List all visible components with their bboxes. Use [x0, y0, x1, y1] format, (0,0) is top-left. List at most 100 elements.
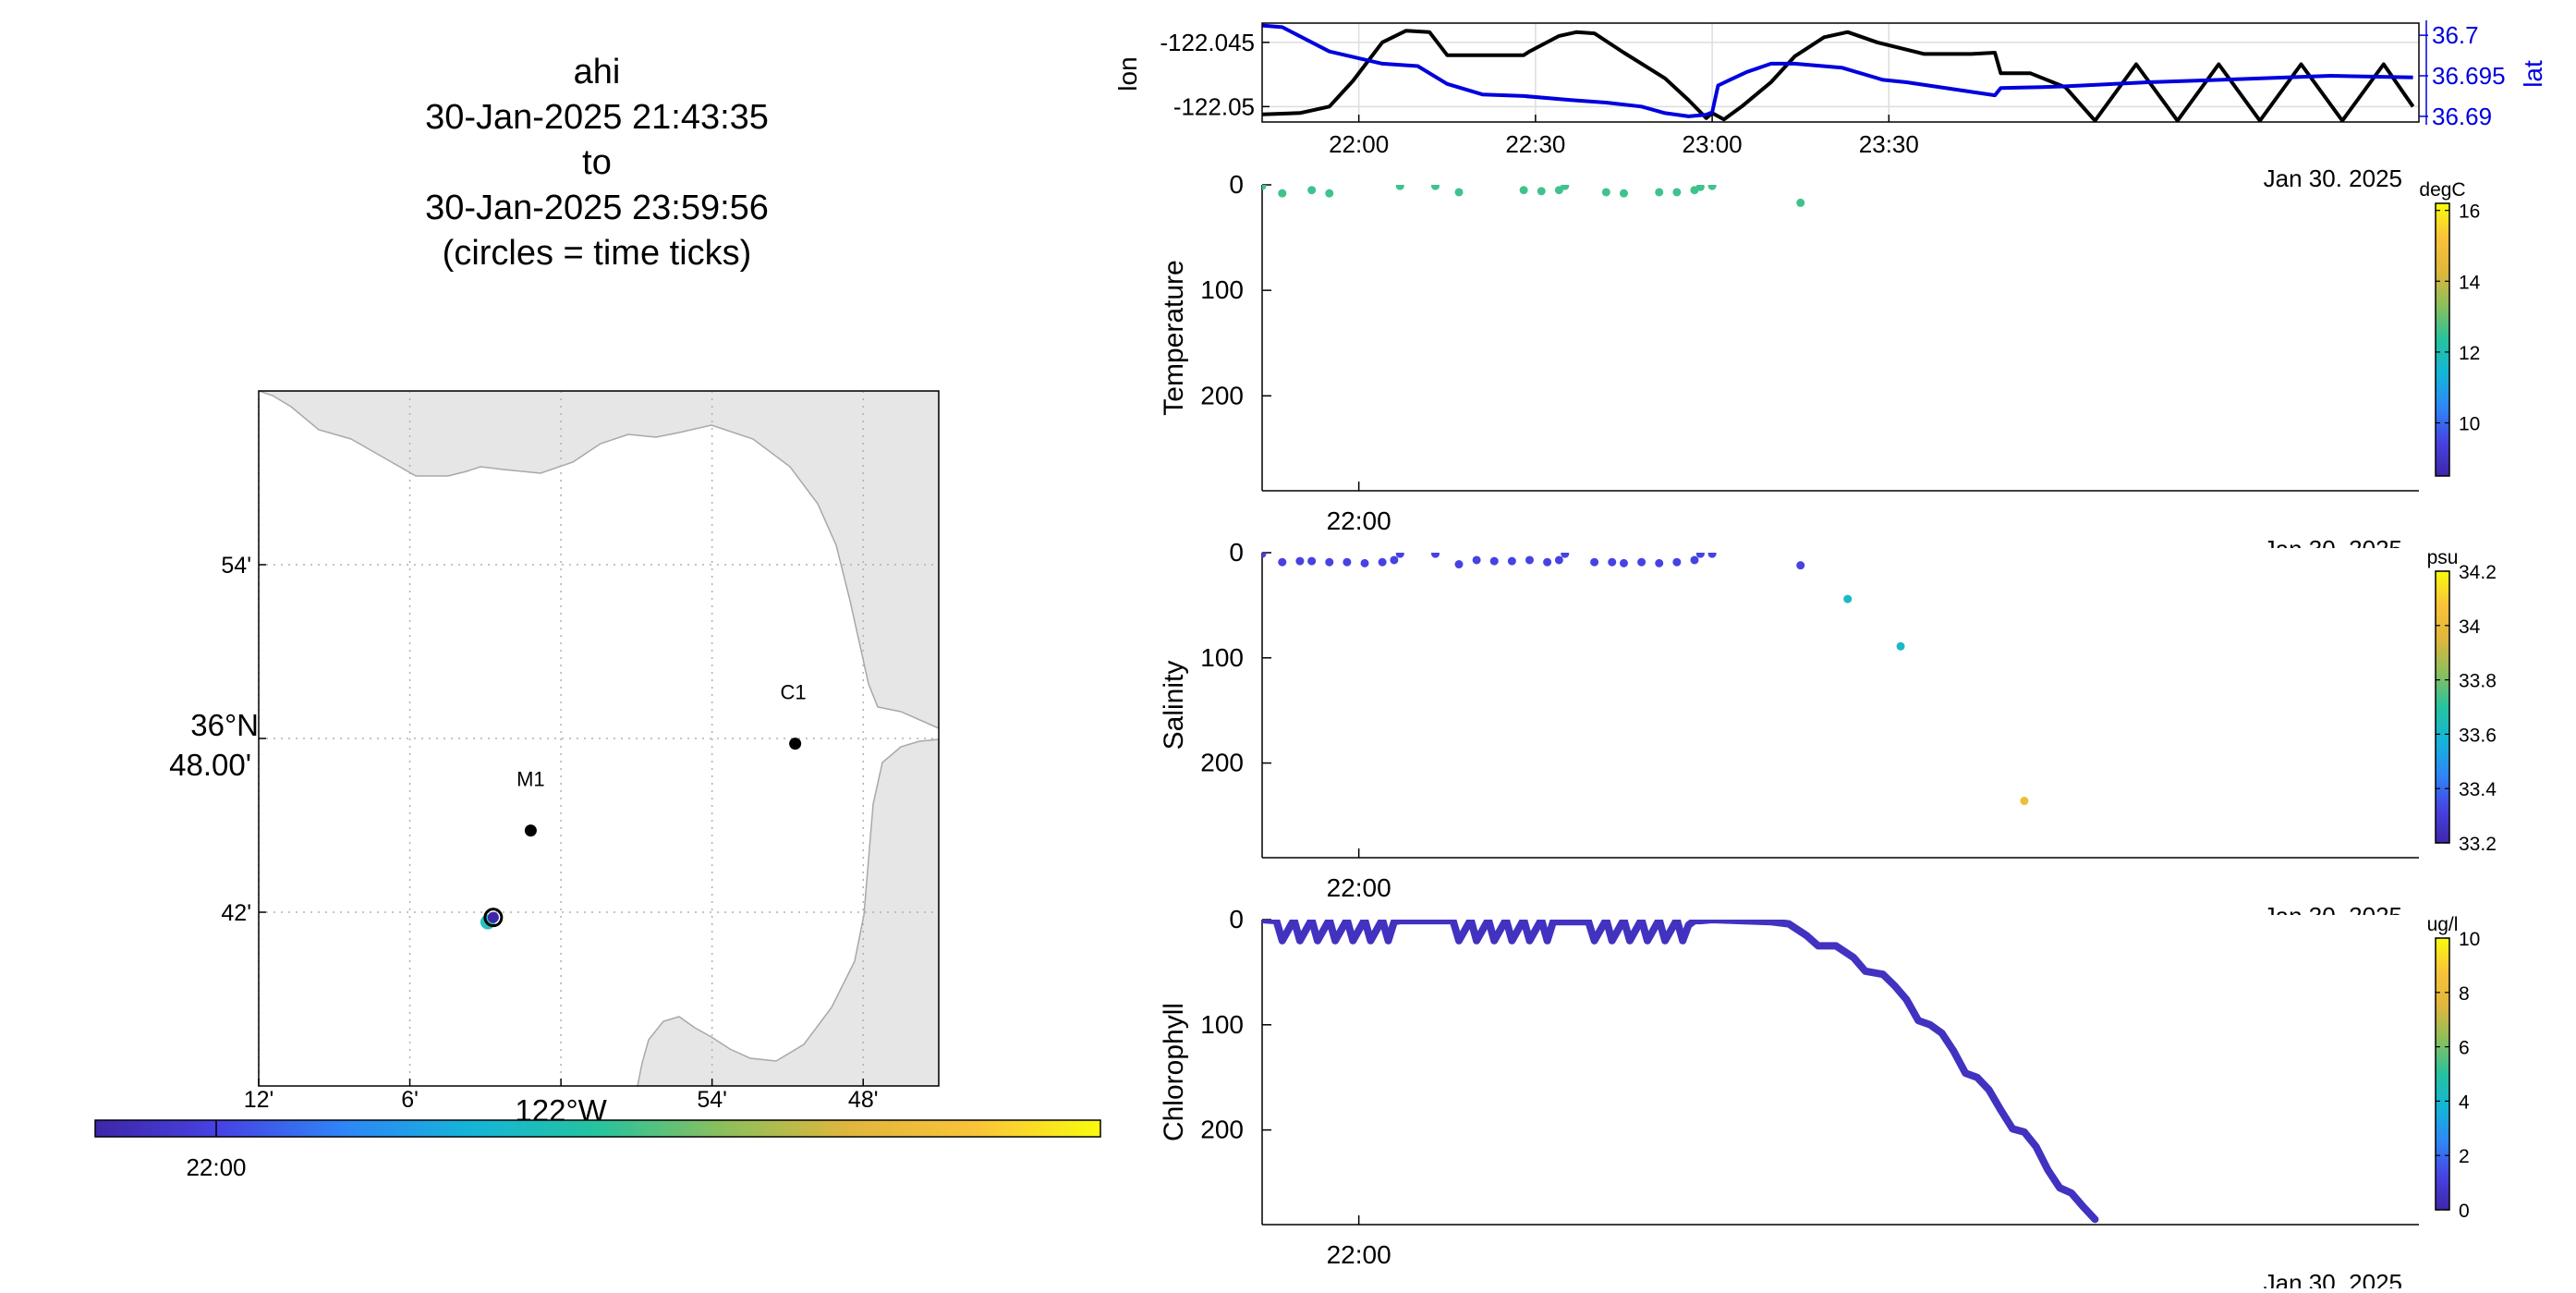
- lon-lat-panel: -122.045 -122.05 36.7 36.695 36.69 22:00 22:30…: [1113, 20, 2547, 192]
- chlorophyll-point: [1768, 920, 1775, 925]
- salinity-point: [1295, 556, 1305, 566]
- lon-axis-label: lon: [1113, 56, 1142, 91]
- lat-tick-label: 48.00': [169, 748, 251, 782]
- track-point: [487, 911, 499, 923]
- salinity-point: [1360, 558, 1369, 567]
- chlorophyll-point: [1473, 937, 1480, 945]
- chlorophyll-point: [1986, 1086, 1993, 1093]
- colorbar-tick-label: 33.2: [2459, 834, 2497, 855]
- chlorophyll-point: [1308, 920, 1316, 923]
- temperature-point: [1619, 189, 1628, 198]
- map-moorings: M1 C1: [516, 681, 807, 837]
- salinity-point: [1431, 553, 1440, 558]
- x-tick-label: 23:30: [1859, 130, 1919, 158]
- temperature-point: [1278, 189, 1287, 198]
- lon-tick-label: 6': [401, 1087, 419, 1113]
- temperature-point: [1325, 189, 1334, 198]
- chlorophyll-point: [1296, 937, 1304, 945]
- label-occluder: [2218, 915, 2430, 933]
- colorbar-tick-label: 8: [2459, 983, 2470, 1005]
- temperature-point: [1695, 185, 1705, 191]
- temperature-axis-label: Temperature: [1159, 260, 1189, 415]
- chlorophyll-point: [1450, 920, 1457, 924]
- time-series-panels: -122.045 -122.05 36.7 36.695 36.69 22:00 22:30…: [1113, 20, 2547, 1293]
- temperature-point: [1796, 198, 1805, 207]
- salinity-point: [1395, 553, 1404, 558]
- chlorophyll-point: [2044, 1166, 2051, 1174]
- lat-tick-label: 36.69: [2432, 103, 2492, 130]
- salinity-point: [1472, 555, 1481, 565]
- chlorophyll-point: [1343, 920, 1351, 923]
- lat-tick-label: 36.695: [2432, 62, 2506, 90]
- salinity-point: [1590, 557, 1599, 567]
- chlorophyll-point: [1656, 920, 1663, 923]
- chlorophyll-point: [2056, 1184, 2063, 1191]
- chlorophyll-point: [1367, 937, 1374, 945]
- chlorophyll-point: [1626, 937, 1634, 945]
- lon-tick-label: 12': [244, 1087, 274, 1113]
- x-tick-label: 22:00: [1327, 873, 1391, 902]
- y-tick-label: 200: [1200, 381, 1244, 409]
- land-shape: [259, 391, 939, 729]
- salinity-point: [1307, 556, 1317, 566]
- salinity-point: [1561, 553, 1570, 558]
- salinity-point: [1619, 558, 1628, 567]
- title-line-1: ahi: [574, 53, 621, 91]
- y-tick-label: 0: [1229, 905, 1244, 933]
- chlorophyll-point: [1525, 937, 1533, 945]
- date-label: Jan 30. 2025: [2264, 165, 2402, 192]
- title-line-5: (circles = time ticks): [443, 234, 752, 273]
- chlorophyll-point: [1520, 920, 1527, 923]
- chlorophyll-point: [1803, 932, 1810, 939]
- mooring-c1-marker: [789, 738, 802, 750]
- salinity-colorbar: [2435, 570, 2450, 844]
- chlorophyll-point: [1349, 937, 1356, 945]
- temperature-data: [1262, 185, 1805, 207]
- chlorophyll-point: [1391, 920, 1398, 925]
- lat-series-line: [1262, 23, 2413, 118]
- temperature-point: [1454, 188, 1464, 197]
- salinity-point: [1896, 641, 1905, 651]
- colorbar-tick-label: 10: [2459, 929, 2480, 950]
- chlorophyll-point: [1591, 937, 1598, 945]
- chlorophyll-point: [1938, 1030, 1946, 1037]
- chlorophyll-point: [1879, 970, 1887, 978]
- mooring-m1-label: M1: [516, 768, 545, 791]
- y-tick-label: 0: [1229, 538, 1244, 567]
- chlorophyll-point: [1738, 920, 1745, 924]
- chlorophyll-point: [1379, 920, 1386, 923]
- x-tick-label: 23:00: [1683, 130, 1743, 158]
- temperature-point: [1655, 188, 1664, 197]
- chlorophyll-point: [1691, 920, 1698, 924]
- temperature-point: [1707, 185, 1717, 190]
- lat-tick-label: 36°N: [190, 708, 259, 742]
- salinity-point: [1655, 558, 1664, 567]
- chlorophyll-point: [1685, 921, 1693, 929]
- chlorophyll-point: [2091, 1215, 2098, 1223]
- chlorophyll-point: [1785, 921, 1792, 928]
- chlorophyll-point: [1549, 920, 1557, 925]
- chlorophyll-point: [2080, 1203, 2087, 1211]
- x-tick-label: 22:30: [1505, 130, 1565, 158]
- salinity-point: [1378, 557, 1387, 567]
- chlorophyll-point: [1862, 968, 1869, 975]
- salinity-point: [1454, 560, 1464, 569]
- chlorophyll-point: [1914, 1017, 1922, 1024]
- chlorophyll-point: [1997, 1106, 2004, 1114]
- chlorophyll-point: [1679, 937, 1686, 945]
- chlorophyll-colorbar-unit: ug/l: [2427, 914, 2459, 935]
- chlorophyll-point: [1620, 920, 1627, 923]
- title-line-3: to: [582, 143, 612, 182]
- y-tick-label: 100: [1200, 275, 1244, 304]
- y-tick-label: 0: [1229, 170, 1244, 199]
- colorbar-tick-label: 33.4: [2459, 779, 2497, 800]
- chlorophyll-point: [2068, 1189, 2075, 1197]
- chlorophyll-point: [1926, 1021, 1934, 1029]
- track-time-tick-circle: [483, 908, 504, 928]
- map-lat-labels: 54' 36°N 48.00' 42': [169, 553, 259, 926]
- y-tick-label: 200: [1200, 749, 1244, 777]
- salinity-point: [1278, 557, 1287, 567]
- vehicle-track: [480, 908, 504, 930]
